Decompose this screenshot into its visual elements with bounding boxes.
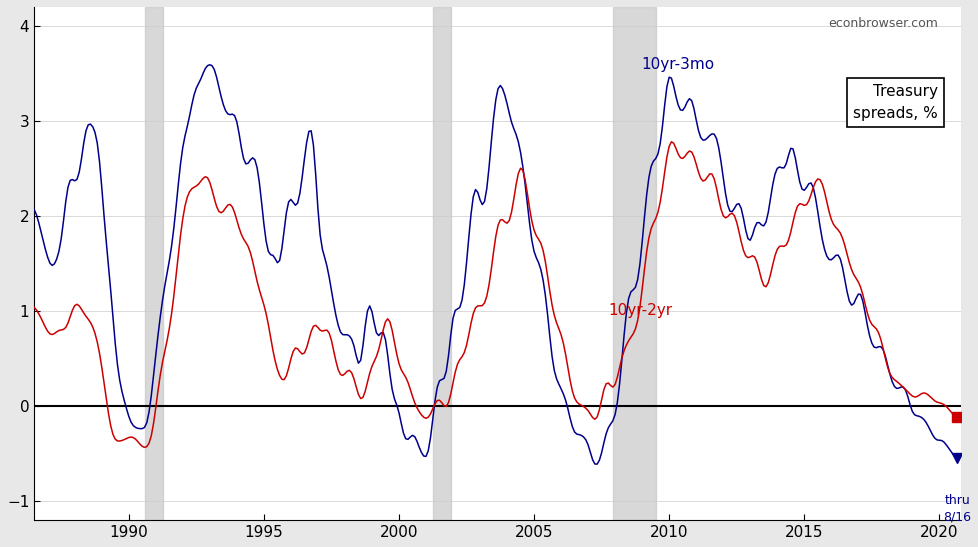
Text: 10yr-3mo: 10yr-3mo — [641, 56, 714, 72]
Text: thru
8/16: thru 8/16 — [943, 494, 970, 523]
Bar — [432, 7, 450, 520]
Text: econbrowser.com: econbrowser.com — [827, 17, 937, 30]
Text: 10yr-2yr: 10yr-2yr — [608, 303, 672, 318]
Text: Treasury
spreads, %: Treasury spreads, % — [852, 84, 937, 121]
Bar — [145, 7, 162, 520]
Bar — [612, 7, 655, 520]
